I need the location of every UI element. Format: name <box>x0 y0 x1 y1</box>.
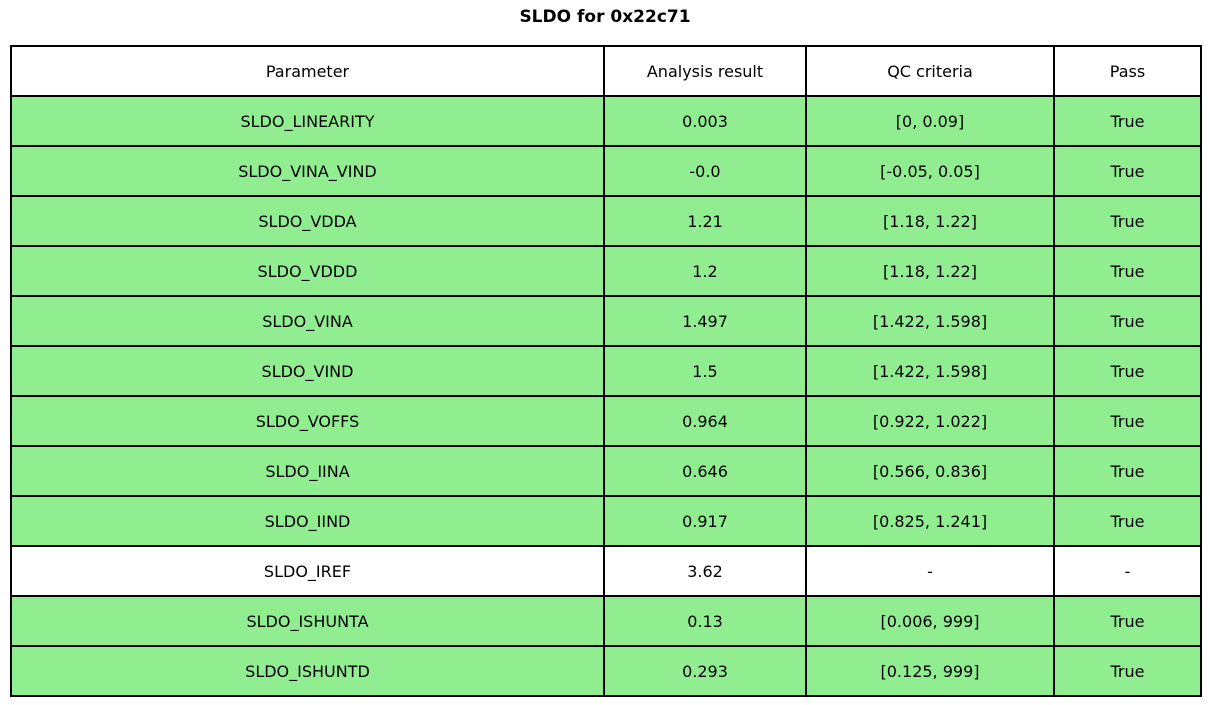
pass-cell: True <box>1053 95 1202 147</box>
table-row: SLDO_VDDA 1.21 [1.18, 1.22] True <box>10 195 1202 247</box>
header-pass: Pass <box>1053 45 1202 97</box>
result-cell: 1.5 <box>603 345 807 397</box>
param-cell: SLDO_ISHUNTA <box>10 595 605 647</box>
pass-cell: True <box>1053 445 1202 497</box>
criteria-cell: - <box>805 545 1055 597</box>
pass-cell: True <box>1053 495 1202 547</box>
table-row: SLDO_VINA 1.497 [1.422, 1.598] True <box>10 295 1202 347</box>
criteria-cell: [0.006, 999] <box>805 595 1055 647</box>
criteria-cell: [0.922, 1.022] <box>805 395 1055 447</box>
param-cell: SLDO_VOFFS <box>10 395 605 447</box>
result-cell: 0.13 <box>603 595 807 647</box>
result-cell: 0.917 <box>603 495 807 547</box>
page-title: SLDO for 0x22c71 <box>519 7 691 27</box>
table-row: SLDO_LINEARITY 0.003 [0, 0.09] True <box>10 95 1202 147</box>
param-cell: SLDO_LINEARITY <box>10 95 605 147</box>
pass-cell: True <box>1053 145 1202 197</box>
header-parameter: Parameter <box>10 45 605 97</box>
table-header: Parameter Analysis result QC criteria Pa… <box>10 45 1202 97</box>
criteria-cell: [1.18, 1.22] <box>805 245 1055 297</box>
qc-results-table: Parameter Analysis result QC criteria Pa… <box>10 45 1202 697</box>
criteria-cell: [0.125, 999] <box>805 645 1055 697</box>
result-cell: 1.21 <box>603 195 807 247</box>
pass-cell: True <box>1053 345 1202 397</box>
criteria-cell: [0.566, 0.836] <box>805 445 1055 497</box>
result-cell: 1.497 <box>603 295 807 347</box>
table-row: SLDO_IIND 0.917 [0.825, 1.241] True <box>10 495 1202 547</box>
result-cell: 3.62 <box>603 545 807 597</box>
param-cell: SLDO_VDDA <box>10 195 605 247</box>
table-row: SLDO_ISHUNTA 0.13 [0.006, 999] True <box>10 595 1202 647</box>
criteria-cell: [0, 0.09] <box>805 95 1055 147</box>
param-cell: SLDO_IIND <box>10 495 605 547</box>
table-body: SLDO_LINEARITY 0.003 [0, 0.09] True SLDO_VIN… <box>10 95 1202 697</box>
param-cell: SLDO_VINA_VIND <box>10 145 605 197</box>
pass-cell: True <box>1053 645 1202 697</box>
result-cell: 0.646 <box>603 445 807 497</box>
param-cell: SLDO_VDDD <box>10 245 605 297</box>
criteria-cell: [-0.05, 0.05] <box>805 145 1055 197</box>
param-cell: SLDO_IINA <box>10 445 605 497</box>
criteria-cell: [1.422, 1.598] <box>805 295 1055 347</box>
table-row: SLDO_VDDD 1.2 [1.18, 1.22] True <box>10 245 1202 297</box>
table-row: SLDO_IINA 0.646 [0.566, 0.836] True <box>10 445 1202 497</box>
pass-cell: True <box>1053 595 1202 647</box>
param-cell: SLDO_VINA <box>10 295 605 347</box>
param-cell: SLDO_ISHUNTD <box>10 645 605 697</box>
pass-cell: True <box>1053 195 1202 247</box>
result-cell: 0.964 <box>603 395 807 447</box>
result-cell: 0.293 <box>603 645 807 697</box>
pass-cell: True <box>1053 245 1202 297</box>
result-cell: 1.2 <box>603 245 807 297</box>
table-row: SLDO_VIND 1.5 [1.422, 1.598] True <box>10 345 1202 397</box>
pass-cell: True <box>1053 395 1202 447</box>
header-row: Parameter Analysis result QC criteria Pa… <box>10 45 1202 97</box>
criteria-cell: [1.18, 1.22] <box>805 195 1055 247</box>
pass-cell: True <box>1053 295 1202 347</box>
table-row: SLDO_ISHUNTD 0.293 [0.125, 999] True <box>10 645 1202 697</box>
table-row: SLDO_IREF 3.62- - <box>10 545 1202 597</box>
criteria-cell: [1.422, 1.598] <box>805 345 1055 397</box>
param-cell: SLDO_IREF <box>10 545 605 597</box>
header-qc-criteria: QC criteria <box>805 45 1055 97</box>
result-cell: 0.003 <box>603 95 807 147</box>
pass-cell: - <box>1053 545 1202 597</box>
header-analysis-result: Analysis result <box>603 45 807 97</box>
param-cell: SLDO_VIND <box>10 345 605 397</box>
result-cell: -0.0 <box>603 145 807 197</box>
table-row: SLDO_VINA_VIND -0.0 [-0.05, 0.05] True <box>10 145 1202 197</box>
criteria-cell: [0.825, 1.241] <box>805 495 1055 547</box>
table-row: SLDO_VOFFS 0.964 [0.922, 1.022] True <box>10 395 1202 447</box>
